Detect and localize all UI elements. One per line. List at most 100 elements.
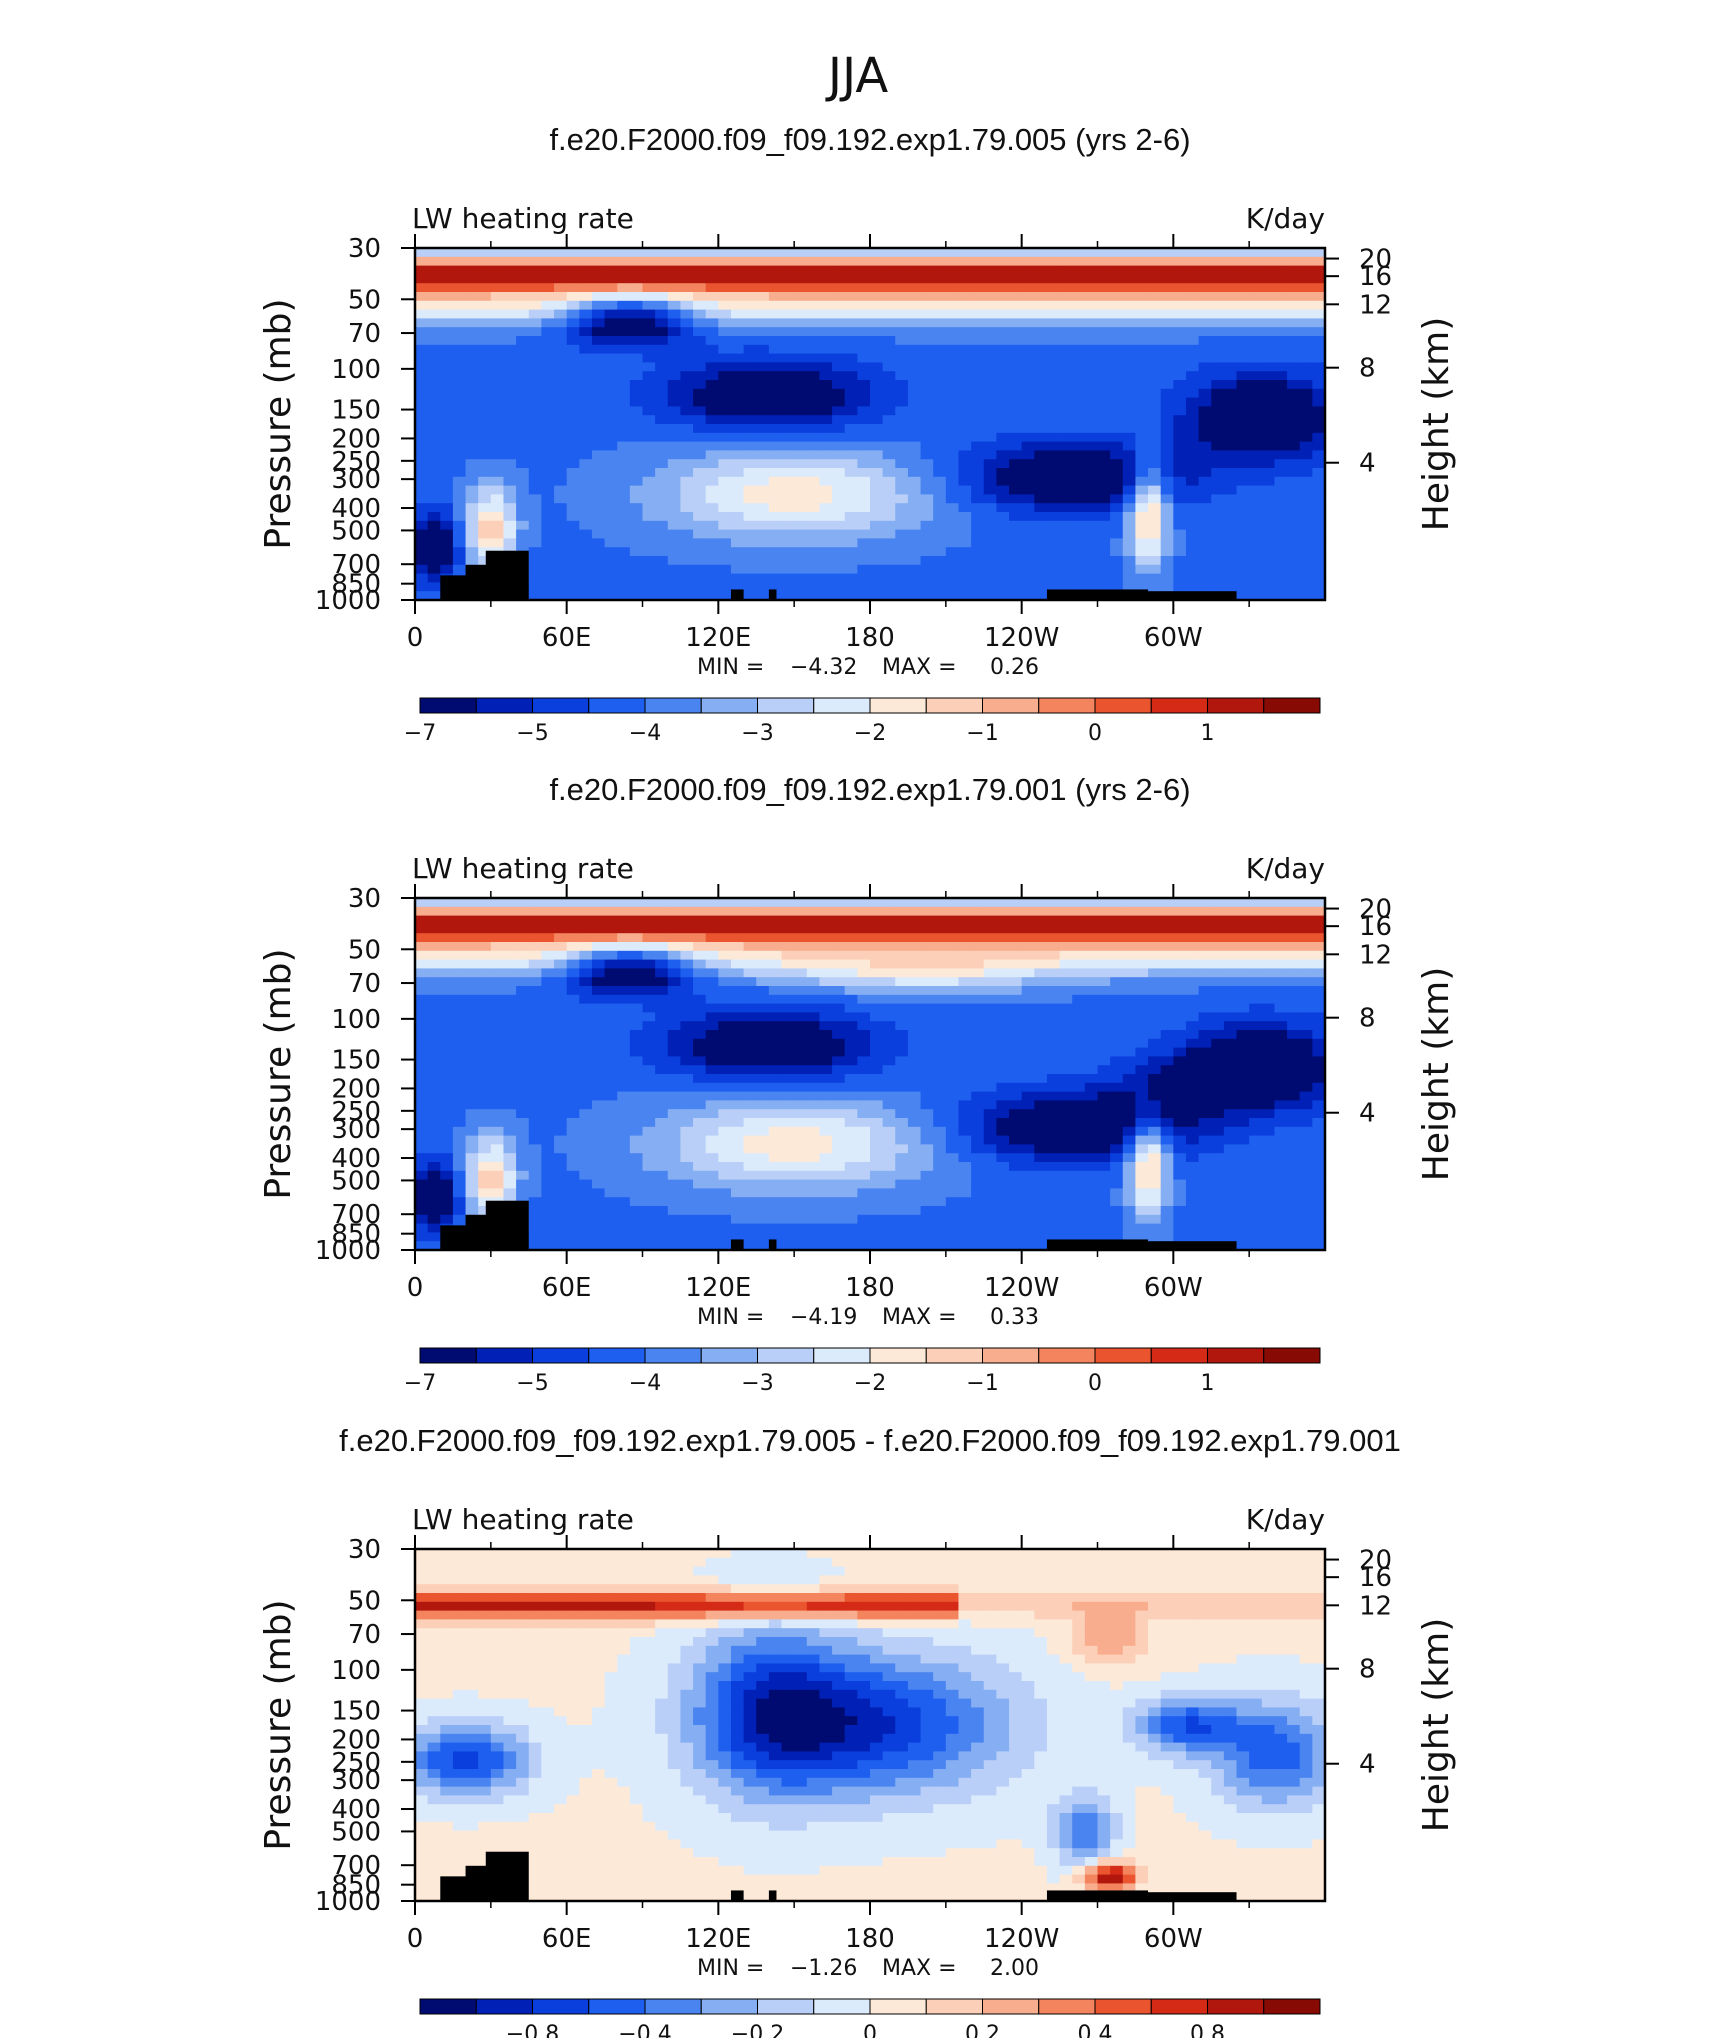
topography-mask: [1046, 589, 1149, 600]
heatmap-cell: [1287, 450, 1301, 460]
heatmap-cell: [1287, 256, 1301, 267]
heatmap-cell: [617, 1003, 631, 1013]
heatmap-cell: [958, 1214, 972, 1225]
heatmap-cell: [768, 485, 783, 495]
heatmap-cell: [427, 547, 441, 557]
heatmap-cell: [452, 906, 467, 917]
heatmap-cell: [655, 380, 669, 390]
heatmap-cell: [554, 450, 568, 460]
heatmap-cell: [920, 265, 934, 275]
heatmap-cell: [983, 1065, 997, 1075]
heatmap-cell: [819, 1091, 833, 1101]
heatmap-cell: [629, 529, 644, 539]
heatmap-cell: [743, 1206, 757, 1216]
heatmap-cell: [1312, 397, 1326, 407]
heatmap-cell: [882, 441, 896, 451]
heatmap-cell: [440, 1109, 454, 1119]
heatmap-cell: [1046, 503, 1061, 513]
heatmap-cell: [554, 371, 568, 381]
heatmap-cell: [579, 459, 593, 469]
heatmap-cell: [516, 942, 530, 952]
heatmap-cell: [440, 318, 454, 328]
heatmap-cell: [440, 959, 454, 969]
heatmap-cell: [604, 1188, 618, 1198]
heatmap-cell: [617, 1197, 631, 1207]
heatmap-cell: [870, 959, 884, 969]
heatmap-cell: [591, 327, 606, 337]
heatmap-cell: [1072, 556, 1086, 566]
heatmap-cell: [1072, 388, 1086, 399]
heatmap-cell: [1135, 388, 1149, 399]
heatmap-cell: [1148, 547, 1162, 557]
heatmap-cell: [1249, 520, 1263, 531]
heatmap-cell: [1312, 274, 1326, 284]
heatmap-cell: [415, 564, 429, 575]
heatmap-cell: [781, 1065, 795, 1075]
heatmap-cell: [857, 1179, 871, 1189]
heatmap-cell: [1173, 512, 1187, 522]
heatmap-cell: [503, 1012, 517, 1022]
heatmap-cell: [452, 1082, 467, 1093]
heatmap-cell: [1211, 274, 1225, 284]
heatmap-cell: [1046, 388, 1061, 399]
heatmap-cell: [667, 1179, 682, 1189]
heatmap-cell: [832, 1021, 846, 1031]
heatmap-cell: [554, 1126, 568, 1137]
heatmap-cell: [528, 1188, 542, 1198]
heatmap-cell: [971, 476, 985, 487]
heatmap-cell: [490, 1021, 505, 1031]
heatmap-cell: [1312, 573, 1326, 583]
heatmap-cell: [554, 915, 568, 925]
heatmap-cell: [478, 950, 492, 961]
heatmap-cell: [490, 906, 505, 917]
heatmap-cell: [1021, 1241, 1035, 1251]
heatmap-cell: [1185, 547, 1200, 557]
heatmap-cell: [591, 1056, 606, 1066]
heatmap-cell: [743, 529, 757, 539]
heatmap-cell: [503, 1118, 517, 1128]
heatmap-cell: [554, 362, 568, 372]
heatmap-cell: [667, 520, 682, 531]
heatmap-cell: [427, 968, 441, 978]
y-tick-label: 400: [331, 494, 381, 524]
heatmap-cell: [983, 529, 997, 539]
heatmap-cell: [566, 986, 580, 996]
heatmap-cell: [895, 300, 909, 311]
heatmap-cell: [528, 450, 542, 460]
heatmap-cell: [629, 1206, 644, 1216]
heatmap-cell: [983, 353, 997, 363]
heatmap-cell: [806, 450, 821, 460]
heatmap-cell: [667, 959, 682, 969]
heatmap-cell: [1223, 547, 1238, 557]
heatmap-cell: [1198, 582, 1212, 592]
heatmap-cell: [415, 1056, 429, 1066]
heatmap-cell: [806, 520, 821, 531]
heatmap-cell: [554, 1197, 568, 1207]
heatmap-cell: [604, 994, 618, 1005]
heatmap-cell: [528, 318, 542, 328]
heatmap-cell: [604, 538, 618, 548]
heatmap-cell: [1299, 503, 1313, 513]
heatmap-cell: [1110, 344, 1124, 355]
heatmap-cell: [996, 485, 1010, 495]
heatmap-cell: [415, 1030, 429, 1040]
heatmap-cell: [642, 406, 656, 416]
heatmap-cell: [642, 336, 656, 346]
heatmap-cell: [604, 503, 618, 513]
heatmap-cell: [718, 397, 732, 407]
colorbar-swatch: [1150, 697, 1208, 714]
heatmap-cell: [554, 1188, 568, 1198]
heatmap-cell: [768, 1021, 783, 1031]
heatmap-cell: [1135, 573, 1149, 583]
heatmap-cell: [1021, 459, 1035, 469]
heatmap-cell: [1009, 538, 1023, 548]
heatmap-cell: [756, 485, 770, 495]
heatmap-cell: [1122, 327, 1137, 337]
heatmap-cell: [768, 1214, 783, 1225]
heatmap-cell: [718, 1003, 732, 1013]
heatmap-cell: [1135, 512, 1149, 522]
heatmap-cell: [882, 371, 896, 381]
panel-title: f.e20.F2000.f09_f09.192.exp1.79.001 (yrs…: [549, 772, 1190, 807]
heatmap-cell: [516, 898, 530, 908]
heatmap-cell: [655, 1118, 669, 1128]
